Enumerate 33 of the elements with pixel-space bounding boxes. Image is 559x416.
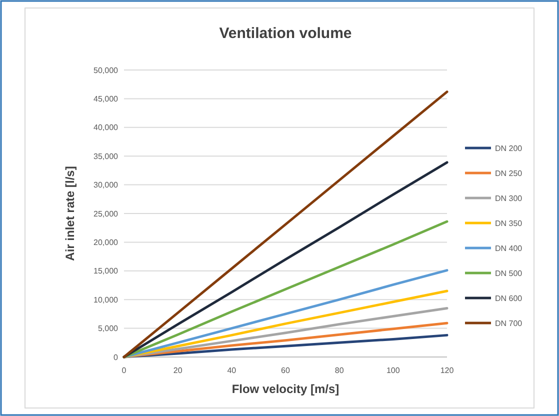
y-tick-label: 50,000 <box>94 66 119 75</box>
legend-label: DN 350 <box>495 218 523 228</box>
y-tick-label: 15,000 <box>94 266 119 276</box>
y-tick-label: 30,000 <box>94 180 119 190</box>
x-tick-label: 80 <box>334 366 344 375</box>
x-tick-label: 0 <box>122 366 127 375</box>
y-tick-label: 45,000 <box>94 94 119 104</box>
y-tick-label: 0 <box>114 352 119 362</box>
legend-label: DN 500 <box>495 268 523 278</box>
legend-label: DN 700 <box>495 318 523 328</box>
legend-label: DN 600 <box>495 294 523 303</box>
x-tick-label: 20 <box>173 366 183 375</box>
x-tick-label: 100 <box>386 366 400 375</box>
y-tick-label: 35,000 <box>94 152 119 161</box>
legend-label: DN 250 <box>495 168 523 178</box>
y-tick-label: 40,000 <box>94 123 119 132</box>
x-axis-title: Flow velocity [m/s] <box>232 382 340 396</box>
y-tick-label: 25,000 <box>94 209 119 218</box>
legend-label: DN 300 <box>495 194 523 203</box>
y-tick-label: 20,000 <box>94 238 119 247</box>
y-tick-label: 10,000 <box>94 295 119 304</box>
x-tick-label: 120 <box>440 366 454 375</box>
legend-label: DN 400 <box>495 244 523 253</box>
line-series <box>122 90 448 358</box>
y-axis-title: Air inlet rate [l/s] <box>63 166 77 261</box>
line-series <box>122 269 448 358</box>
x-tick-label: 40 <box>227 366 237 375</box>
x-tick-label: 60 <box>281 366 290 375</box>
line-series <box>122 161 448 358</box>
legend-label: DN 200 <box>495 144 523 153</box>
y-tick-label: 5,000 <box>98 324 119 334</box>
chart-title: Ventilation volume <box>219 25 352 42</box>
line-series <box>122 220 448 358</box>
